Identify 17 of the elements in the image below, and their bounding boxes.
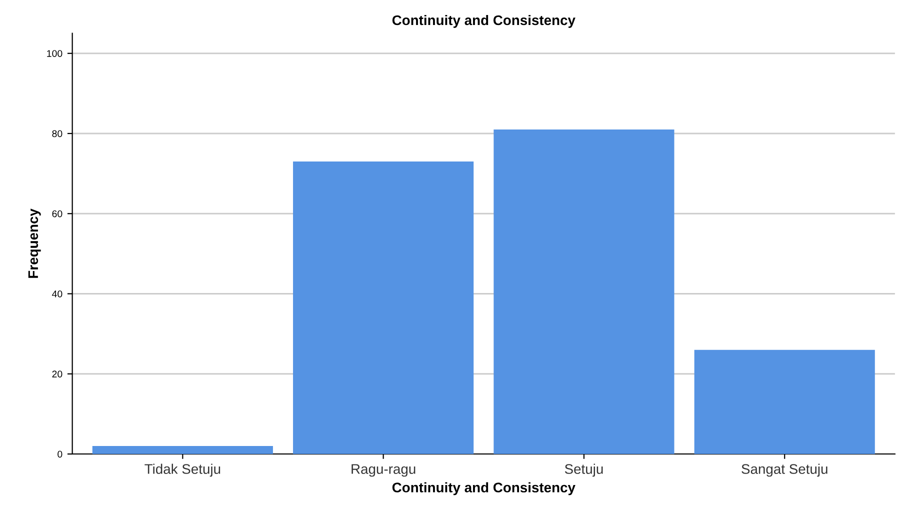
y-tick-label: 80 [52,130,62,138]
bar [92,446,273,454]
x-tick-label: Setuju [564,464,603,477]
bar [293,162,474,454]
y-tick-label: 0 [58,450,62,458]
chart-title: Continuity and Consistency [392,14,576,28]
y-tick-label: 60 [52,210,62,218]
x-tick-label: Ragu-ragu [352,464,416,477]
y-tick-label: 40 [52,290,62,298]
y-axis-title: Frequency [28,208,41,278]
bar [494,129,674,454]
y-tick-label: 20 [52,370,62,378]
bar [694,350,875,454]
x-tick-label: Tidak Setuju [144,464,220,477]
x-tick-label: Sangat Setuju [742,464,828,477]
y-tick-label: 100 [47,50,62,57]
x-axis-title: Continuity and Consistency [392,482,576,496]
